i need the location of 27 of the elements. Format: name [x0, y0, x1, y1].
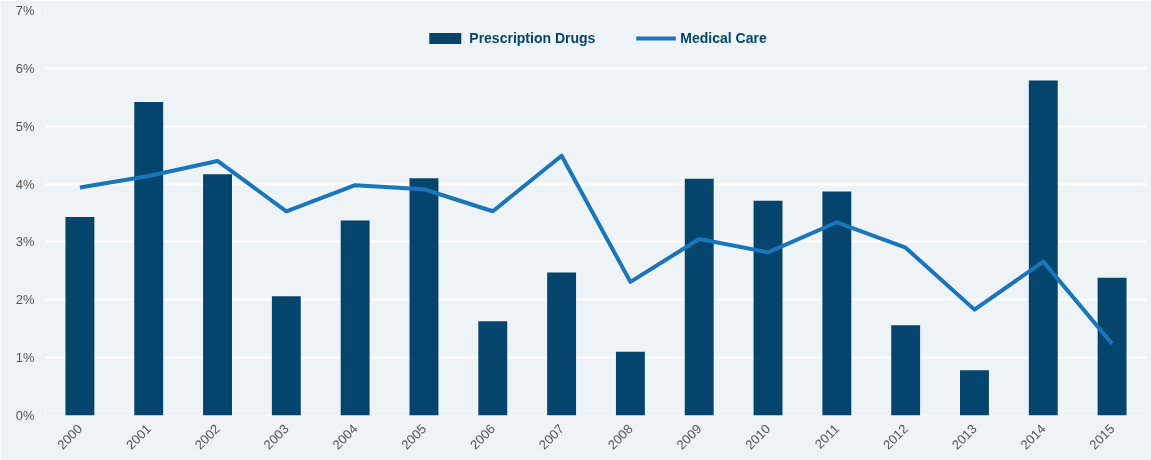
y-tick-label: 6% — [15, 60, 35, 76]
bar — [409, 178, 439, 416]
bar — [960, 370, 989, 416]
y-tick-label: 0% — [15, 408, 35, 423]
bar — [203, 174, 232, 416]
bar — [271, 296, 301, 416]
bar — [753, 200, 783, 416]
line-series — [77, 153, 1115, 346]
y-tick-label: 2% — [15, 292, 35, 308]
y-tick-label: 1% — [15, 350, 35, 366]
y-tick-label: 3% — [15, 234, 35, 250]
y-tick-label: 7% — [15, 3, 35, 18]
y-tick-label: 4% — [15, 176, 35, 192]
bar — [684, 178, 714, 416]
bar — [134, 101, 164, 416]
bar — [65, 217, 95, 416]
legend-label: Prescription Drugs — [469, 30, 596, 46]
bar — [822, 191, 852, 416]
y-tick-label: 5% — [15, 118, 35, 134]
bar — [478, 321, 508, 416]
bar — [615, 351, 645, 416]
bar — [1097, 277, 1127, 416]
bar — [891, 325, 921, 416]
legend-label: Medical Care — [680, 30, 767, 46]
bar — [340, 220, 370, 416]
bar — [1028, 80, 1058, 416]
bar — [547, 272, 577, 416]
